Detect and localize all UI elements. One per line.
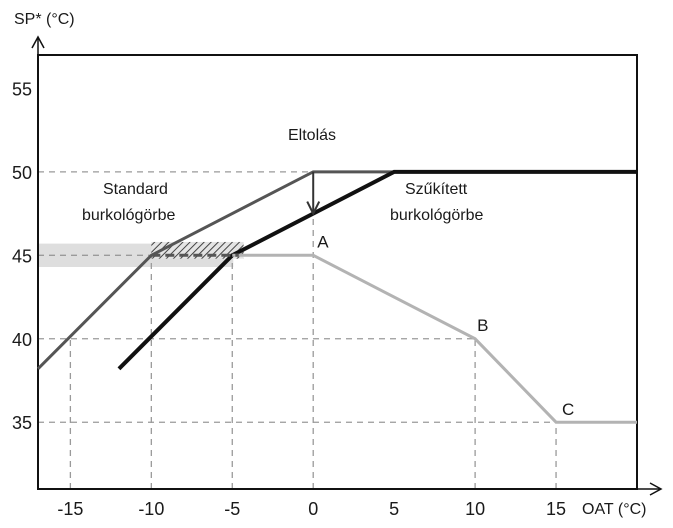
y-axis-title: SP* (°C) (14, 11, 75, 28)
point-a-label: A (317, 232, 329, 251)
x-tick-label: -5 (224, 499, 240, 519)
x-axis-arrowhead (649, 482, 663, 496)
series-reference-curve (232, 253, 637, 424)
y-tick-label: 40 (12, 330, 32, 350)
reference-lines (38, 171, 557, 489)
narrowed-curve-label-line1: Szűkített (405, 181, 468, 198)
y-tick-label: 35 (12, 413, 32, 433)
x-tick-label: 10 (465, 499, 485, 519)
offset-label: Eltolás (288, 127, 336, 144)
hatched-region (151, 241, 244, 259)
y-tick-label: 55 (12, 79, 32, 99)
x-tick-labels: -15 -10 -5 0 5 10 15 (57, 499, 566, 519)
x-tick-label: 5 (389, 499, 399, 519)
x-tick-label: -15 (57, 499, 83, 519)
y-tick-label: 45 (12, 246, 32, 266)
x-tick-label: 0 (308, 499, 318, 519)
x-tick-label: 15 (546, 499, 566, 519)
standard-curve-label-line1: Standard (103, 181, 168, 198)
x-axis-title: OAT (°C) (582, 501, 646, 518)
y-tick-label: 50 (12, 163, 32, 183)
standard-curve-label-line2: burkológörbe (82, 207, 176, 224)
narrowed-curve-label-line2: burkológörbe (390, 207, 484, 224)
point-c-label: C (562, 400, 574, 419)
x-tick-label: -10 (138, 499, 164, 519)
y-axis-arrowhead (31, 35, 45, 49)
plot-frame (37, 54, 638, 490)
point-b-label: B (477, 316, 488, 335)
offset-arrowhead (306, 201, 321, 216)
y-tick-labels: 35 40 45 50 55 (12, 79, 32, 433)
